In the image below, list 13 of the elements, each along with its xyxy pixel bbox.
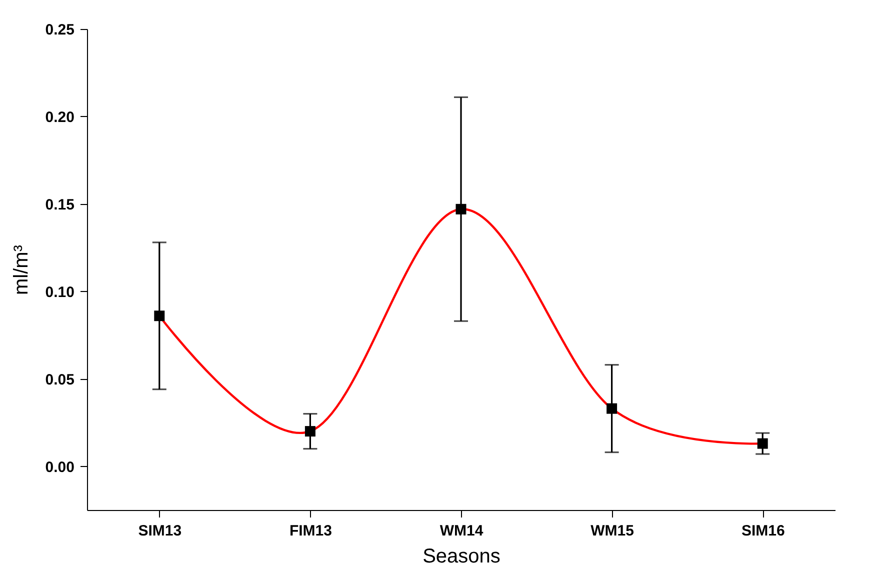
y-tick-label: 0.20: [45, 108, 74, 126]
y-tick-label: 0.05: [45, 371, 74, 388]
x-tick-label: SIM16: [741, 522, 785, 540]
y-tick-label: 0.25: [45, 22, 74, 38]
x-tick-label: FIM13: [289, 522, 332, 540]
y-axis-title: ml/m³: [10, 244, 32, 295]
x-axis-title: Seasons: [422, 546, 500, 568]
x-tick-label: WM14: [440, 522, 484, 540]
y-tick-label: 0.00: [45, 458, 74, 476]
x-tick-label: SIM13: [138, 522, 182, 540]
y-tick-label: 0.15: [45, 196, 74, 214]
x-tick-label: WM15: [590, 522, 634, 540]
y-tick-label: 0.10: [45, 284, 74, 301]
